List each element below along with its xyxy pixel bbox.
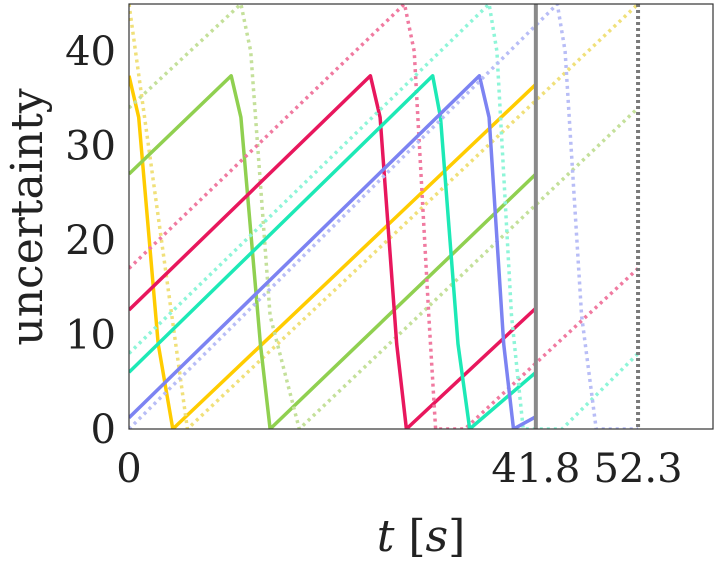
series-line-3: [129, 4, 640, 429]
plot-frame: [128, 3, 714, 430]
x-axis-variable: t: [377, 511, 395, 562]
y-axis-label: uncertainty: [2, 88, 53, 345]
series-line-9: [129, 4, 639, 429]
series-line-4: [129, 74, 538, 429]
series-line-1: [129, 4, 640, 429]
series-line-7: [129, 4, 640, 429]
y-tick-label-4: 40: [65, 29, 116, 75]
x-tick-label-1: 41.8: [491, 446, 580, 492]
y-tick-label-2: 20: [65, 218, 116, 264]
x-axis-unit-open-bracket: [: [408, 511, 425, 562]
reference-lines: [533, 4, 641, 429]
x-axis-unit-close-bracket: ]: [448, 511, 465, 562]
x-axis-label: t [s]: [377, 511, 466, 562]
series-line-8: [129, 74, 537, 429]
series-line-6: [129, 74, 538, 429]
series-line-5: [129, 4, 640, 429]
series-layer: [129, 4, 640, 429]
x-tick-label-0: 0: [116, 446, 141, 492]
y-tick-label-1: 10: [65, 313, 116, 359]
x-axis-unit: s: [426, 511, 449, 562]
y-tick-label-3: 30: [65, 124, 116, 170]
x-tick-labels: 0 41.8 52.3: [116, 446, 682, 492]
series-line-2: [129, 74, 538, 429]
y-tick-labels: 0 10 20 30 40: [65, 29, 116, 453]
x-tick-label-2: 52.3: [594, 446, 683, 492]
y-tick-label-0: 0: [91, 407, 116, 453]
